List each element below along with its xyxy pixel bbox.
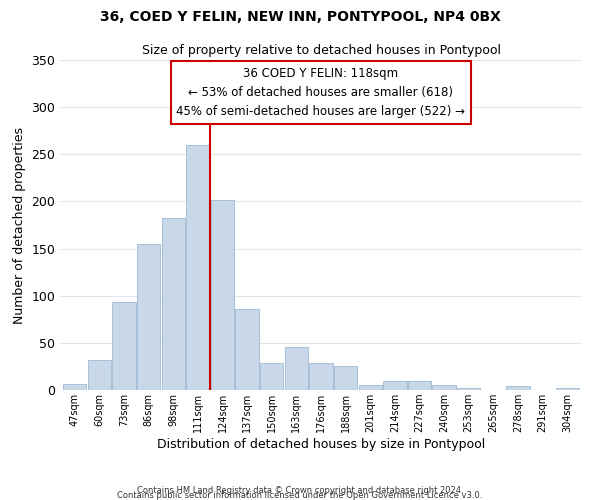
Text: Contains HM Land Registry data © Crown copyright and database right 2024.: Contains HM Land Registry data © Crown c… [137,486,463,495]
Bar [433,386,456,390]
Bar [556,388,579,390]
Title: Size of property relative to detached houses in Pontypool: Size of property relative to detached ho… [142,44,500,58]
Bar [88,360,111,390]
Y-axis label: Number of detached properties: Number of detached properties [13,126,26,324]
Bar [161,218,185,390]
Bar [260,362,283,390]
Bar [284,346,308,390]
Bar [211,200,234,390]
Bar [359,386,382,390]
Bar [235,309,259,390]
Bar [334,366,358,390]
X-axis label: Distribution of detached houses by size in Pontypool: Distribution of detached houses by size … [157,438,485,451]
Bar [63,384,86,390]
Bar [506,386,530,390]
Bar [408,380,431,390]
Text: 36 COED Y FELIN: 118sqm
← 53% of detached houses are smaller (618)
45% of semi-d: 36 COED Y FELIN: 118sqm ← 53% of detache… [176,66,466,118]
Bar [112,302,136,390]
Bar [457,388,481,390]
Bar [137,244,160,390]
Bar [186,145,209,390]
Text: Contains public sector information licensed under the Open Government Licence v3: Contains public sector information licen… [118,491,482,500]
Text: 36, COED Y FELIN, NEW INN, PONTYPOOL, NP4 0BX: 36, COED Y FELIN, NEW INN, PONTYPOOL, NP… [100,10,500,24]
Bar [383,380,407,390]
Bar [310,362,332,390]
